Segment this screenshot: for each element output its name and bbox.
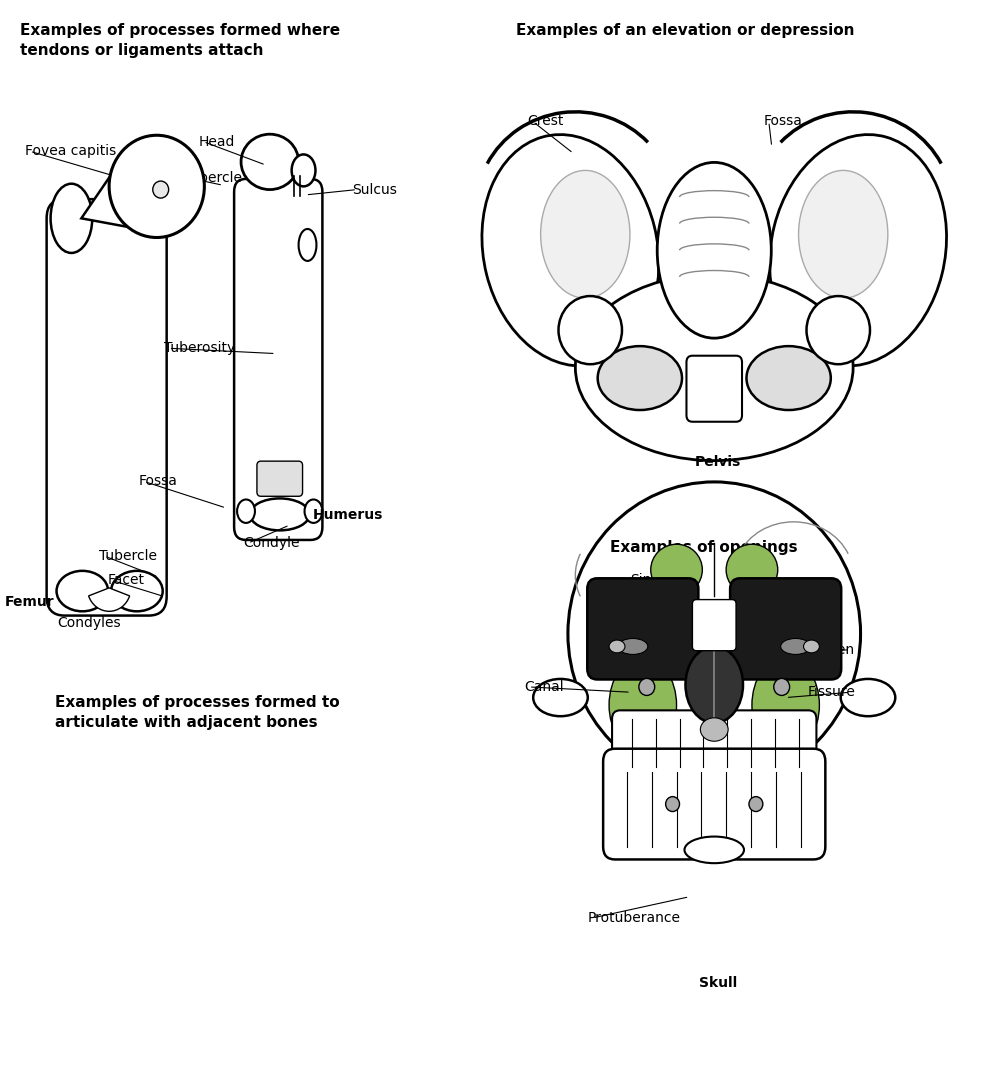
- Text: Examples of openings: Examples of openings: [610, 540, 798, 555]
- Circle shape: [806, 296, 870, 364]
- Ellipse shape: [237, 499, 255, 523]
- Ellipse shape: [241, 134, 299, 190]
- Text: Tuberosity: Tuberosity: [164, 341, 235, 356]
- Text: Condyle: Condyle: [243, 536, 300, 551]
- Text: Skull: Skull: [699, 976, 738, 990]
- Ellipse shape: [657, 162, 772, 339]
- Text: Fovea capitis: Fovea capitis: [25, 144, 116, 159]
- Text: Pelvis: Pelvis: [694, 455, 741, 470]
- Ellipse shape: [685, 646, 743, 723]
- Ellipse shape: [541, 170, 630, 298]
- FancyBboxPatch shape: [692, 600, 736, 651]
- Text: Tubercle: Tubercle: [99, 548, 157, 563]
- FancyBboxPatch shape: [257, 461, 303, 496]
- Ellipse shape: [799, 170, 888, 298]
- Text: Sulcus: Sulcus: [352, 182, 397, 197]
- Ellipse shape: [609, 657, 677, 753]
- Text: Head: Head: [198, 134, 235, 149]
- Text: Humerus: Humerus: [312, 508, 383, 523]
- Text: Femur: Femur: [5, 594, 55, 609]
- Ellipse shape: [609, 640, 625, 653]
- Ellipse shape: [51, 183, 92, 253]
- Text: Crest: Crest: [528, 114, 564, 129]
- Text: Facet: Facet: [107, 573, 144, 588]
- Ellipse shape: [575, 274, 853, 460]
- Ellipse shape: [533, 679, 587, 717]
- Ellipse shape: [726, 544, 778, 595]
- Circle shape: [558, 296, 622, 364]
- Ellipse shape: [250, 498, 310, 530]
- Text: Fossa: Fossa: [764, 114, 803, 129]
- Ellipse shape: [567, 481, 860, 786]
- Circle shape: [109, 135, 204, 237]
- Ellipse shape: [292, 154, 315, 186]
- Circle shape: [774, 678, 790, 695]
- Text: Foramen: Foramen: [794, 642, 855, 657]
- Ellipse shape: [746, 346, 830, 410]
- Polygon shape: [81, 149, 186, 229]
- Ellipse shape: [684, 837, 744, 863]
- Text: Sinus: Sinus: [630, 573, 668, 588]
- Text: Canal: Canal: [524, 679, 563, 694]
- Ellipse shape: [299, 229, 316, 261]
- Text: Protuberance: Protuberance: [587, 911, 681, 925]
- Text: Fossa: Fossa: [139, 474, 178, 489]
- Ellipse shape: [651, 544, 702, 595]
- FancyBboxPatch shape: [587, 578, 698, 679]
- FancyBboxPatch shape: [47, 199, 167, 616]
- Ellipse shape: [700, 718, 728, 741]
- Ellipse shape: [841, 679, 895, 717]
- Circle shape: [639, 678, 655, 695]
- Ellipse shape: [804, 640, 819, 653]
- FancyBboxPatch shape: [730, 578, 841, 679]
- Circle shape: [749, 797, 763, 812]
- Ellipse shape: [618, 638, 648, 654]
- Text: Examples of processes formed where
tendons or ligaments attach: Examples of processes formed where tendo…: [20, 23, 340, 59]
- Ellipse shape: [482, 134, 659, 366]
- Circle shape: [666, 797, 680, 812]
- Ellipse shape: [111, 571, 163, 611]
- Ellipse shape: [305, 499, 322, 523]
- Text: Condyles: Condyles: [58, 616, 121, 630]
- Text: Tubercle: Tubercle: [184, 170, 241, 185]
- Circle shape: [153, 181, 169, 198]
- Text: Examples of an elevation or depression: Examples of an elevation or depression: [516, 23, 854, 38]
- Ellipse shape: [770, 134, 946, 366]
- Ellipse shape: [752, 657, 819, 753]
- Wedge shape: [88, 588, 130, 611]
- Text: Fissure: Fissure: [807, 685, 855, 700]
- Ellipse shape: [57, 571, 108, 611]
- FancyBboxPatch shape: [603, 749, 825, 859]
- FancyBboxPatch shape: [234, 179, 322, 540]
- Text: Examples of processes formed to
articulate with adjacent bones: Examples of processes formed to articula…: [55, 695, 339, 731]
- FancyBboxPatch shape: [686, 356, 742, 422]
- Ellipse shape: [781, 638, 810, 654]
- Ellipse shape: [597, 346, 682, 410]
- FancyBboxPatch shape: [612, 710, 816, 775]
